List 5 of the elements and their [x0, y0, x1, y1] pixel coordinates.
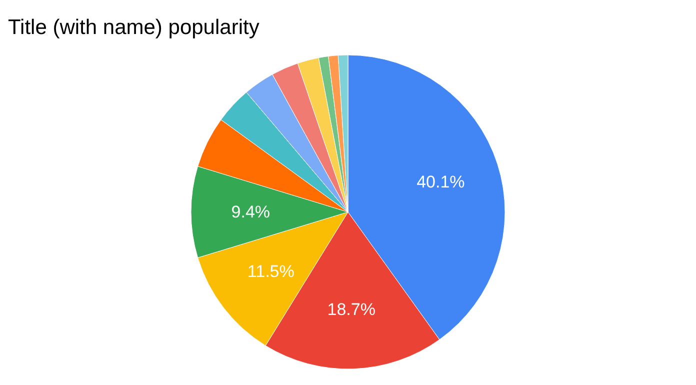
data-label: 9.4% [231, 202, 270, 222]
chart-title: Title (with name) popularity [8, 16, 260, 39]
data-label: 40.1% [416, 172, 465, 192]
data-label: 11.5% [247, 262, 294, 281]
data-label: 18.7% [327, 300, 376, 319]
